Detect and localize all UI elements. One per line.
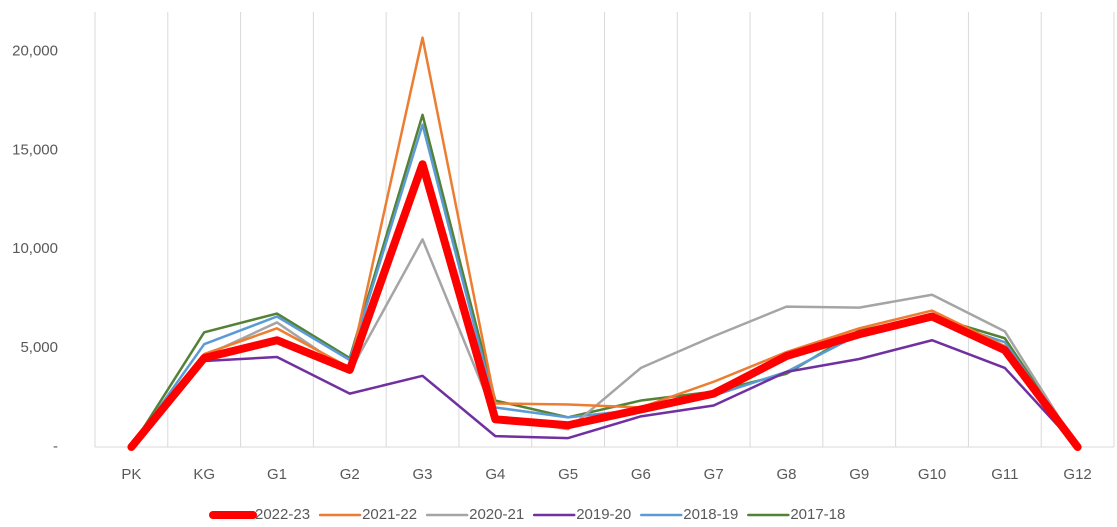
x-tick-label: G8 [776,466,796,483]
series-line [130,338,1079,449]
legend-label: 2017-18 [790,506,845,523]
x-tick-label: G10 [918,466,946,483]
x-tick-label: G2 [340,466,360,483]
x-tick-label: G9 [849,466,869,483]
legend-label: 2019-20 [576,506,631,523]
x-tick-label: PK [121,466,141,483]
x-tick-label: G4 [485,466,505,483]
series-line [130,238,1079,449]
y-tick-label: 15,000 [12,141,58,158]
x-tick-label: G1 [267,466,287,483]
y-tick-label: 10,000 [12,240,58,257]
legend-label: 2018-19 [683,506,738,523]
series-line [127,160,1082,451]
legend-label: 2021-22 [362,506,417,523]
legend-label: 2020-21 [469,506,524,523]
series-line [130,36,1079,449]
y-tick-label: 20,000 [12,43,58,60]
y-tick-label: 5,000 [20,339,58,356]
x-tick-label: G3 [413,466,433,483]
x-tick-label: G7 [704,466,724,483]
legend-label: 2022-23 [255,506,310,523]
x-tick-label: G11 [991,466,1018,483]
x-tick-label: KG [193,466,215,483]
x-tick-label: G6 [631,466,651,483]
x-tick-label: G12 [1063,466,1091,483]
x-tick-label: G5 [558,466,578,483]
y-tick-label: - [53,438,58,455]
